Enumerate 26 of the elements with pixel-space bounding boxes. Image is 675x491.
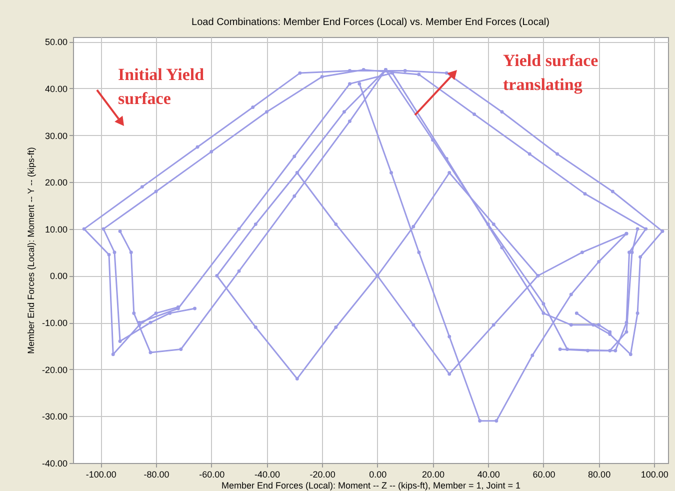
annotation: Initial Yield surface — [118, 65, 205, 108]
x-tick-label: 40.00 — [477, 470, 500, 480]
x-tick-label: -80.00 — [144, 470, 170, 480]
x-tick-label: -40.00 — [254, 470, 280, 480]
y-tick-label: 0.00 — [50, 271, 68, 282]
y-tick-label: 20.00 — [44, 178, 68, 188]
x-tick-label: -60.00 — [199, 470, 225, 480]
y-tick-label: -20.00 — [42, 364, 68, 375]
y-axis-title: Member End Forces (Local): Moment -- Y -- (kips-ft) — [26, 147, 36, 354]
x-tick-label: 20.00 — [422, 470, 445, 480]
annotation: Yield surface translating — [503, 51, 599, 94]
x-tick-label: 80.00 — [588, 470, 611, 480]
chart-title: Load Combinations: Member End Forces (Local) vs. Member End Forces (Local) — [192, 17, 550, 28]
y-tick-label: 50.00 — [44, 37, 68, 48]
x-tick-label: 0.00 — [369, 470, 387, 480]
x-tick-label: 60.00 — [532, 470, 556, 480]
x-tick-label: -100.00 — [86, 470, 116, 480]
y-tick-label: 40.00 — [44, 84, 68, 94]
y-tick-label: -10.00 — [42, 318, 68, 328]
y-tick-label: 30.00 — [44, 130, 68, 141]
x-tick-label: 100.00 — [640, 470, 668, 480]
y-tick-label: 10.00 — [44, 224, 68, 234]
x-tick-label: -20.00 — [310, 470, 336, 480]
x-axis-title: Member End Forces (Local): Moment -- Z -- (kips-ft), Member = 1, Joint = 1 — [221, 480, 521, 490]
y-tick-label: -30.00 — [42, 412, 68, 422]
y-tick-label: -40.00 — [42, 458, 68, 468]
